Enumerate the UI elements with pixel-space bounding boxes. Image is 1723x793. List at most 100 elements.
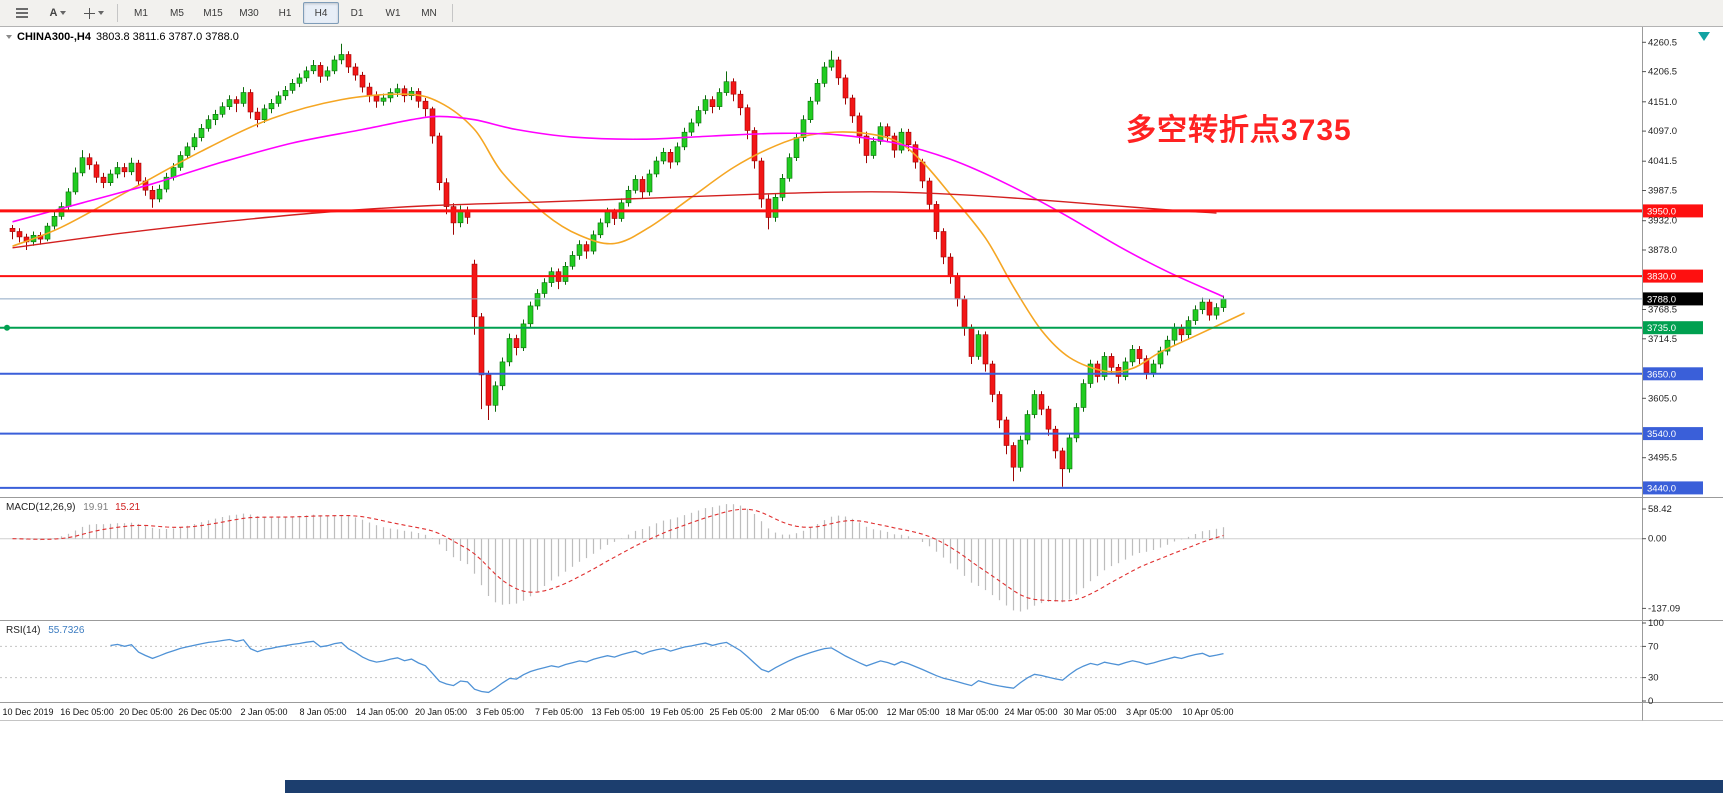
svg-text:0: 0 [1648,696,1653,707]
candles-layer [9,43,1227,487]
svg-text:30: 30 [1648,673,1659,684]
profiles-icon [16,8,28,18]
svg-text:3878.0: 3878.0 [1648,245,1677,256]
cursor-icon: A [49,7,58,19]
svg-text:18 Mar 05:00: 18 Mar 05:00 [945,707,998,717]
svg-text:13 Feb 05:00: 13 Feb 05:00 [591,707,644,717]
svg-text:3714.5: 3714.5 [1648,334,1677,345]
svg-text:3950.0: 3950.0 [1647,206,1676,217]
chevron-down-icon [98,11,104,15]
chart-title-bar: CHINA300-,H4 3803.8 3811.6 3787.0 3788.0 [6,31,239,43]
ma-slow-red [12,191,1217,249]
cursor-tool-button[interactable]: A [40,2,76,24]
ohlc-values: 3803.8 3811.6 3787.0 3788.0 [95,31,239,43]
svg-text:4097.0: 4097.0 [1648,126,1677,137]
rsi-value: 55.7326 [48,625,85,636]
svg-text:24 Mar 05:00: 24 Mar 05:00 [1004,707,1057,717]
svg-text:7 Feb 05:00: 7 Feb 05:00 [535,707,583,717]
symbol-dropdown-icon[interactable] [6,35,12,39]
rsi-line [110,638,1224,694]
svg-text:4151.0: 4151.0 [1648,97,1677,108]
svg-text:3932.0: 3932.0 [1648,216,1677,227]
rsi-indicator-label: RSI(14) 55.7326 [6,625,84,636]
chart-canvas[interactable]: 3950.0 3830.0 3788.0 3735.0 3650.0 3540.0 3440… [0,27,1723,793]
svg-text:70: 70 [1648,641,1659,652]
svg-text:3830.0: 3830.0 [1647,272,1676,283]
svg-text:2 Mar 05:00: 2 Mar 05:00 [771,707,819,717]
svg-text:58.42: 58.42 [1648,504,1672,515]
ma-mid-magenta [12,115,1224,298]
price-badge [1643,204,1703,218]
svg-text:-137.09: -137.09 [1648,603,1680,614]
macd-signal-line [12,508,1224,602]
svg-text:10 Apr 05:00: 10 Apr 05:00 [1182,707,1233,717]
svg-text:3495.5: 3495.5 [1648,453,1677,464]
svg-text:0.00: 0.00 [1648,534,1667,545]
macd-signal-value: 15.21 [115,502,141,513]
svg-text:3440.0: 3440.0 [1647,483,1676,494]
svg-text:3987.5: 3987.5 [1648,186,1677,197]
price-badge [1643,321,1703,335]
price-axis: 4260.5 4206.5 4151.0 4097.0 4041.5 3987.5 3932… [1642,37,1677,464]
macd-main-value: 19.91 [83,502,109,513]
price-badge [1643,292,1703,306]
chevron-down-icon [60,11,67,15]
svg-text:30 Mar 05:00: 30 Mar 05:00 [1063,707,1116,717]
profiles-button[interactable] [4,2,40,24]
line-anchor-dot [4,324,10,331]
timeframe-button-D1[interactable]: D1 [350,7,364,19]
price-badge [1643,481,1703,495]
price-badge [1643,269,1703,283]
toolbar-separator [117,4,118,22]
svg-text:3 Apr 05:00: 3 Apr 05:00 [1126,707,1172,717]
rsi-name: RSI(14) [6,625,41,636]
svg-text:12 Mar 05:00: 12 Mar 05:00 [886,707,939,717]
svg-text:25 Feb 05:00: 25 Feb 05:00 [709,707,762,717]
timeframe-button-M1[interactable]: M1 [134,7,148,19]
symbol-name: CHINA300-,H4 [17,31,91,43]
timeframe-button-M30[interactable]: M30 [239,7,259,19]
scroll-to-end-icon[interactable] [1698,32,1710,41]
chart-text-annotation[interactable]: 多空转折点3735 [1126,114,1352,147]
svg-text:20 Jan 05:00: 20 Jan 05:00 [415,707,467,717]
svg-text:6 Mar 05:00: 6 Mar 05:00 [830,707,878,717]
toolbar-separator [452,4,453,22]
svg-text:100: 100 [1648,618,1664,629]
svg-text:2 Jan 05:00: 2 Jan 05:00 [240,707,287,717]
svg-text:3788.0: 3788.0 [1647,294,1676,305]
svg-text:4041.5: 4041.5 [1648,156,1677,167]
panel-borders [0,27,1723,721]
price-badge [1643,367,1703,381]
chart-area: 3950.0 3830.0 3788.0 3735.0 3650.0 3540.0 3440… [0,27,1723,793]
crosshair-icon [84,7,95,19]
time-axis: 10 Dec 2019 16 Dec 05:00 20 Dec 05:00 26 De… [2,707,1233,717]
svg-text:3605.0: 3605.0 [1648,393,1677,404]
svg-text:4206.5: 4206.5 [1648,67,1677,78]
crosshair-tool-button[interactable] [76,2,112,24]
svg-text:4260.5: 4260.5 [1648,37,1677,48]
ma-lines-layer [12,93,1245,373]
svg-text:3735.0: 3735.0 [1647,323,1676,334]
svg-text:3650.0: 3650.0 [1647,369,1676,380]
bottom-taskbar [285,780,1723,793]
timeframe-button-H1[interactable]: H1 [278,7,292,19]
svg-text:3768.5: 3768.5 [1648,305,1677,316]
svg-text:26 Dec 05:00: 26 Dec 05:00 [178,707,232,717]
svg-text:3 Feb 05:00: 3 Feb 05:00 [476,707,524,717]
hlines-layer: 3950.0 3830.0 3788.0 3735.0 3650.0 3540.0 3440… [0,204,1703,495]
svg-text:19 Feb 05:00: 19 Feb 05:00 [650,707,703,717]
timeframe-button-H4[interactable]: H4 [303,2,339,24]
timeframe-button-M5[interactable]: M5 [170,7,184,19]
price-badge [1643,427,1703,441]
top-toolbar: A M1 M5 M15 M30 H1 H4 D1 W1 MN [0,0,1723,27]
timeframe-button-MN[interactable]: MN [421,7,437,19]
timeframe-button-W1[interactable]: W1 [385,7,401,19]
svg-text:10 Dec 2019: 10 Dec 2019 [2,707,53,717]
svg-text:16 Dec 05:00: 16 Dec 05:00 [60,707,114,717]
timeframe-button-M15[interactable]: M15 [203,7,223,19]
svg-text:20 Dec 05:00: 20 Dec 05:00 [119,707,173,717]
ma-fast-orange [12,93,1245,373]
macd-indicator-label: MACD(12,26,9) 19.91 15.21 [6,502,140,513]
macd-panel: 58.42 0.00 -137.09 [0,504,1680,614]
